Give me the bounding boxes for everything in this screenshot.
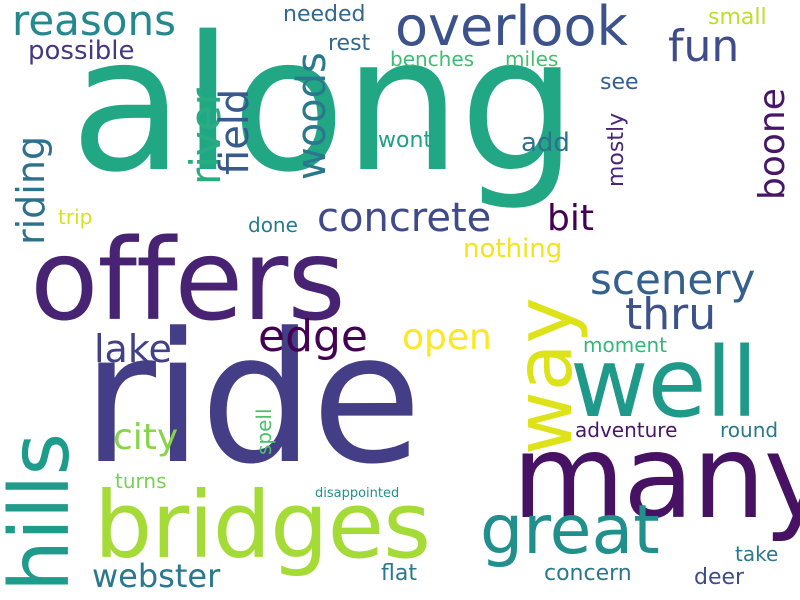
word-bridges: bridges (94, 472, 431, 579)
word-many: many (512, 410, 800, 545)
word-hills: hills (0, 433, 88, 592)
word-flat: flat (381, 561, 417, 586)
word-possible: possible (28, 36, 135, 66)
word-along: along (70, 0, 577, 213)
word-rest: rest (328, 31, 371, 56)
word-fun: fun (668, 21, 740, 72)
word-round: round (720, 418, 779, 442)
word-turns: turns (115, 469, 167, 493)
word-spell: spell (252, 408, 276, 455)
word-mostly: mostly (604, 112, 629, 187)
word-nothing: nothing (463, 234, 563, 264)
word-benches: benches (390, 47, 475, 71)
word-trip: trip (58, 205, 93, 229)
word-needed: needed (283, 2, 366, 27)
word-riding: riding (9, 135, 53, 245)
word-done: done (248, 213, 298, 237)
word-field: field (212, 88, 258, 175)
word-deer: deer (694, 565, 745, 590)
word-wont: wont (378, 128, 433, 153)
word-concrete: concrete (317, 195, 492, 241)
word-disappointed: disappointed (315, 486, 400, 501)
word-webster: webster (92, 557, 221, 595)
word-add: add (521, 128, 570, 158)
word-see: see (600, 70, 639, 95)
word-way: way (500, 297, 590, 455)
word-bit: bit (547, 198, 594, 239)
word-miles: miles (505, 47, 559, 71)
word-lake: lake (94, 327, 172, 371)
word-reasons: reasons (12, 0, 177, 45)
word-well: well (570, 327, 758, 439)
word-edge: edge (258, 311, 368, 362)
word-ride: ride (82, 295, 422, 504)
word-offers: offers (30, 216, 346, 346)
word-boone: boone (752, 88, 793, 200)
word-small: small (708, 5, 767, 30)
word-great: great (480, 491, 660, 570)
word-thru: thru (625, 289, 717, 340)
word-scenery: scenery (590, 255, 756, 304)
word-concern: concern (544, 561, 632, 586)
word-take: take (735, 542, 779, 566)
word-woods: woods (289, 52, 335, 180)
word-adventure: adventure (575, 418, 678, 442)
word-city: city (113, 417, 179, 458)
word-overlook: overlook (395, 0, 628, 58)
word-open: open (402, 317, 492, 358)
word-moment: moment (583, 333, 668, 357)
